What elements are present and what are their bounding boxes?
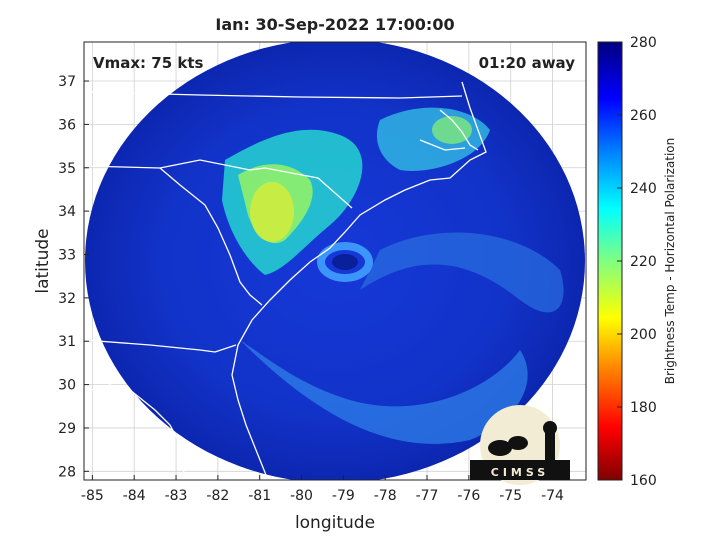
y-axis-label: latitude [33, 228, 53, 293]
colorbar-tick-label: 180 [630, 400, 657, 416]
x-axis-label: longitude [295, 513, 375, 533]
rainband-east [360, 232, 564, 313]
convection-spot [432, 116, 472, 144]
coastline-layer [84, 81, 487, 480]
sc-ga-border [159, 167, 263, 306]
colorbar-tick-label: 220 [630, 254, 657, 270]
time-away-annotation: 01:20 away [479, 54, 576, 72]
logo-text: CIMSS [491, 466, 549, 479]
y-tick-label: 35 [58, 161, 76, 177]
convection-yellow [250, 182, 294, 242]
y-tick-label: 30 [58, 378, 76, 394]
x-axis: -85 -84 -83 -82 -81 -80 -79 -78 -77 -76 -75 -74 [81, 475, 564, 504]
x-tick-label: -75 [499, 488, 522, 504]
x-tick-label: -77 [416, 488, 439, 504]
cimss-logo: CIMSS [470, 405, 570, 485]
chart-title: Ian: 30-Sep-2022 17:00:00 [215, 15, 454, 34]
x-tick-label: -79 [332, 488, 355, 504]
colorbar-tick-label: 240 [630, 181, 657, 197]
colorbar-tick-label: 160 [630, 473, 657, 489]
colorbar-tick-label: 260 [630, 108, 657, 124]
eye-wall [317, 242, 373, 282]
x-tick-label: -83 [165, 488, 188, 504]
x-tick-label: -80 [290, 488, 313, 504]
x-tick-label: -84 [123, 488, 146, 504]
colorbar-tick-label: 280 [630, 35, 657, 51]
x-tick-label: -81 [248, 488, 271, 504]
plot-frame [83, 41, 587, 481]
y-tick-label: 32 [58, 291, 76, 307]
y-tick-label: 31 [58, 334, 76, 350]
ga-fl-border [84, 339, 237, 353]
y-tick-label: 29 [58, 421, 76, 437]
fl-panhandle [84, 384, 187, 480]
outer-banks [419, 109, 479, 151]
y-tick-label: 36 [58, 117, 76, 133]
y-tick-label: 37 [58, 74, 76, 90]
colorbar-tick-label: 200 [630, 327, 657, 343]
x-tick-label: -76 [457, 488, 480, 504]
x-tick-label: -74 [541, 488, 564, 504]
x-tick-label: -82 [206, 488, 229, 504]
swath-image [85, 42, 585, 480]
y-tick-label: 28 [58, 464, 76, 480]
x-tick-label: -85 [81, 488, 104, 504]
nc-va-border [84, 91, 463, 99]
colorbar-label: Brightness Temp - Horizontal Polarizatio… [663, 138, 677, 385]
y-axis: 28 29 30 31 32 33 34 35 36 37 [58, 74, 89, 480]
x-tick-label: -78 [374, 488, 397, 504]
y-tick-label: 33 [58, 247, 76, 263]
coastline-east [231, 81, 487, 480]
y-tick-label: 34 [58, 204, 76, 220]
colorbar-ticks: 160 180 200 220 240 260 280 [617, 35, 657, 489]
rainband-south [240, 340, 528, 444]
storm-eye [332, 254, 358, 270]
vmax-annotation: Vmax: 75 kts [93, 54, 203, 72]
